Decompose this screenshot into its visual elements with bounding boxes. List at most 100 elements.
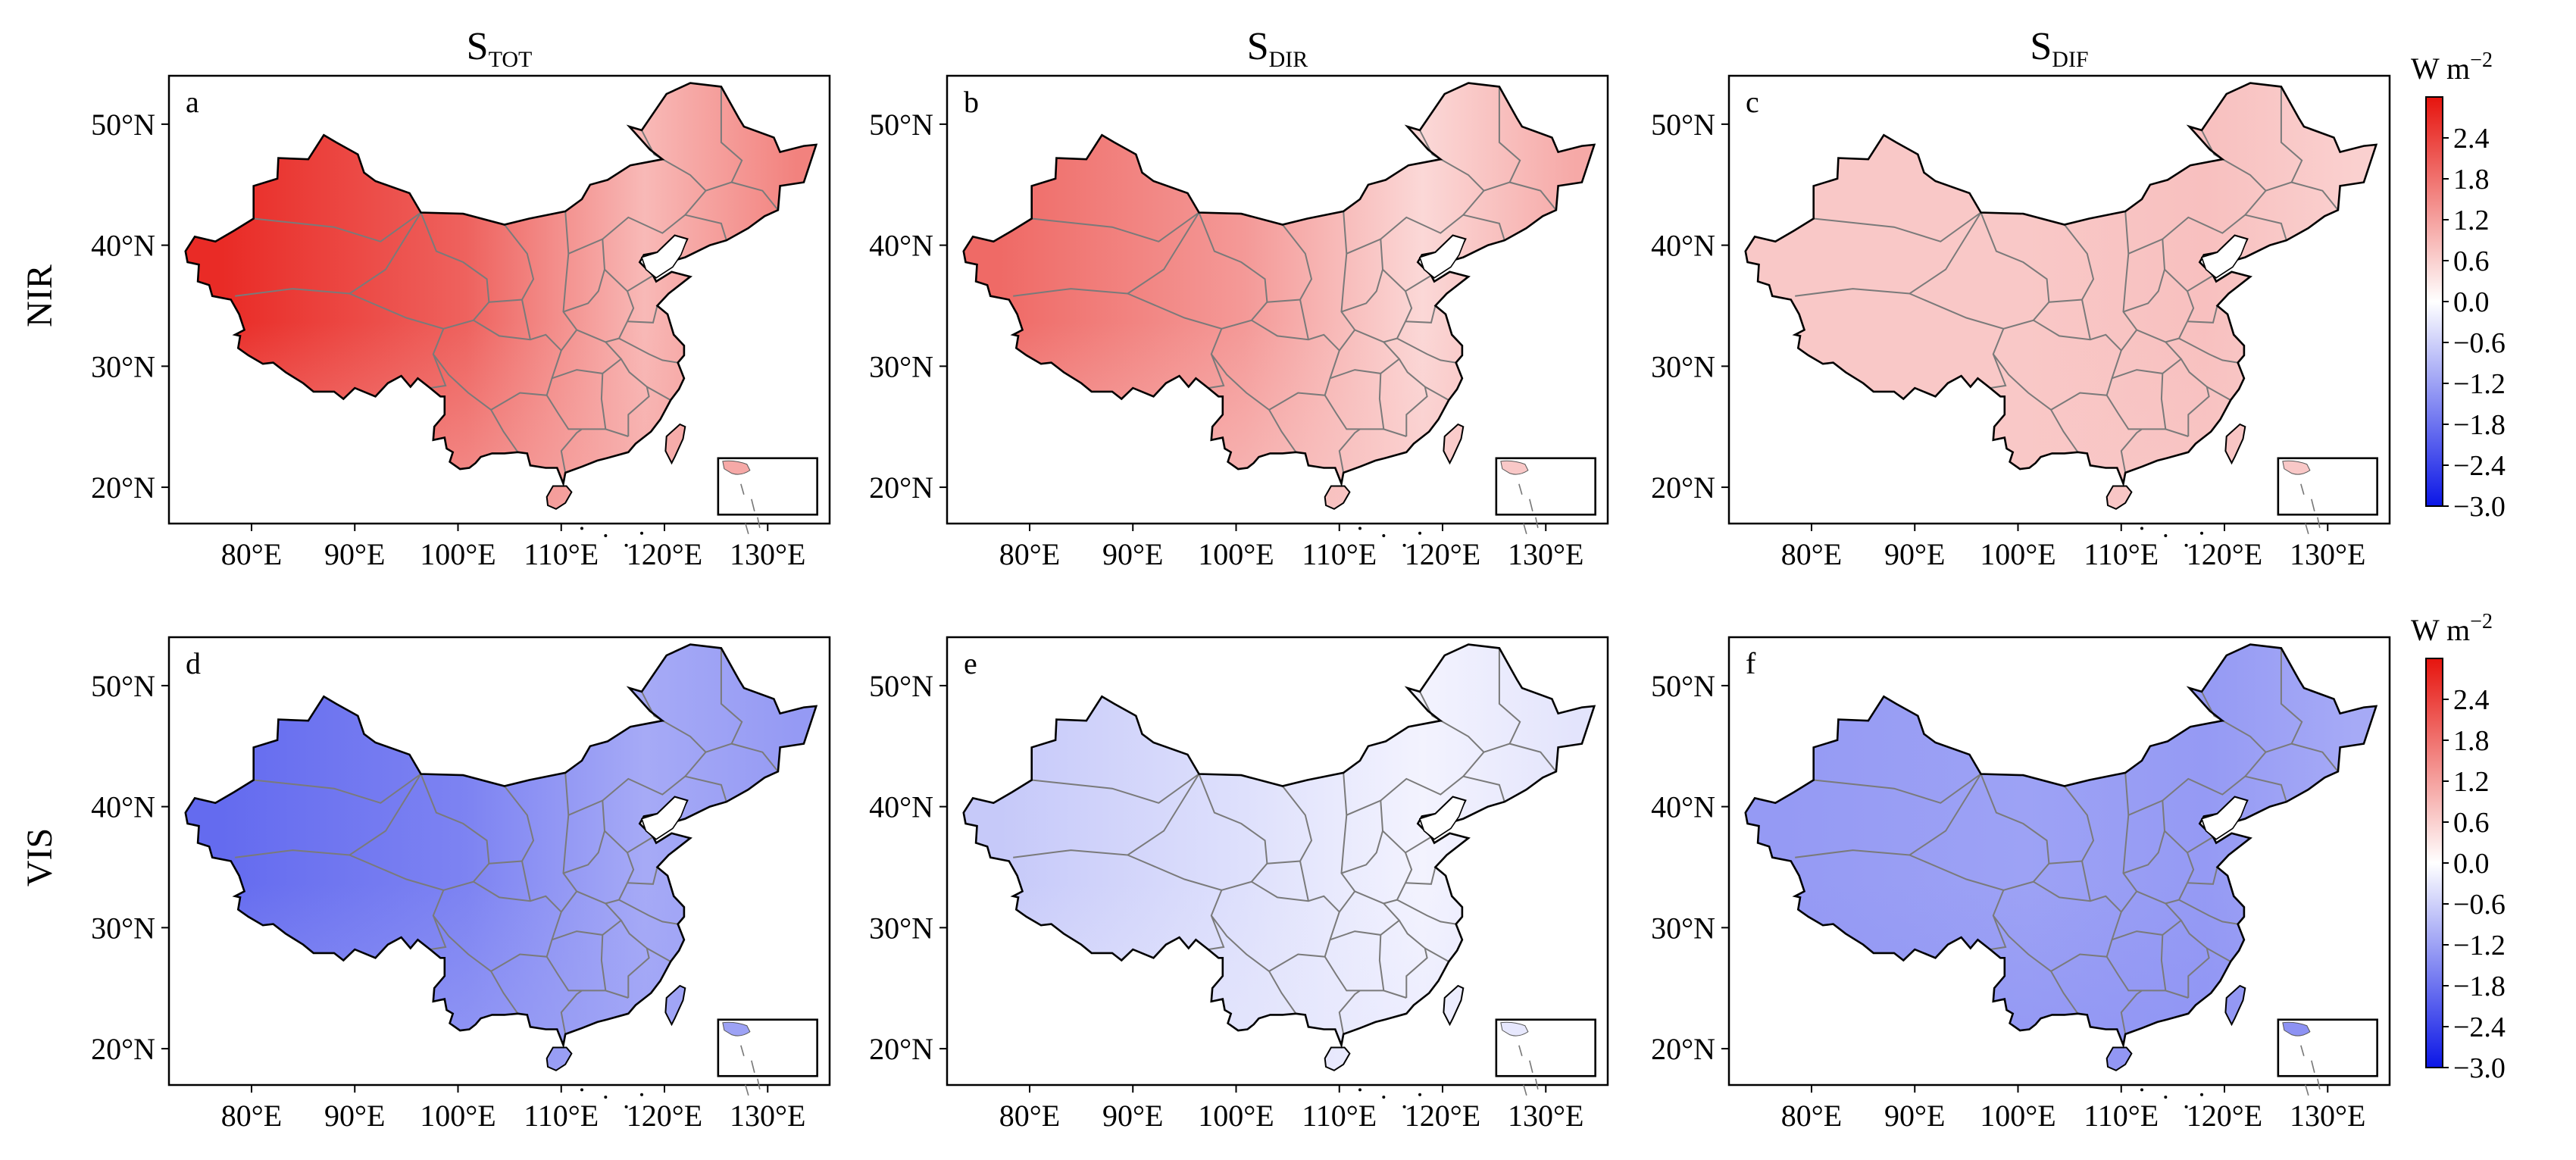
island-dot <box>1402 543 1406 547</box>
panel-letter: a <box>186 85 199 119</box>
province-border <box>720 648 743 745</box>
south-china-sea-inset <box>1495 1018 1596 1096</box>
province-border <box>1990 328 2007 389</box>
province-border <box>1396 899 1456 925</box>
province-border <box>433 353 519 453</box>
colorbar-unit-base: W m <box>2411 613 2470 647</box>
province-border <box>685 775 727 802</box>
province-border <box>490 953 629 999</box>
inset-coast <box>2282 460 2311 475</box>
province-border <box>618 899 678 925</box>
china-outline <box>184 82 818 487</box>
province-border <box>1405 305 1436 324</box>
colorbar-tick-label: −1.2 <box>2453 930 2506 961</box>
island-dot <box>2184 543 2188 547</box>
y-tick-label: 30°N <box>869 911 933 945</box>
x-tick-label: 80°E <box>999 537 1060 571</box>
x-tick-label: 120°E <box>2187 1099 2262 1133</box>
colorbar-tick-label: −0.6 <box>2453 889 2506 921</box>
island-dot <box>624 1105 628 1108</box>
y-tick-label: 50°N <box>869 108 933 142</box>
y-tick-label: 30°N <box>1651 911 1715 945</box>
province-border <box>720 86 743 183</box>
x-tick-label: 80°E <box>999 1099 1060 1133</box>
hainan-outline <box>2106 1046 2133 1071</box>
colorbar-tick-label: 0.0 <box>2453 286 2490 318</box>
island-dot <box>624 543 628 547</box>
province-border <box>1795 211 1982 297</box>
province-border <box>560 990 583 1035</box>
province-border <box>2178 337 2238 364</box>
map-panel-a: a 50°N 40°N 30°N 20°N 80°E 90°E 100°E 110°E 120°E… <box>91 74 831 571</box>
south-sea-islands <box>2140 1088 2204 1108</box>
province-border <box>2178 899 2238 925</box>
island-dot <box>604 1095 608 1099</box>
province-border <box>473 880 562 957</box>
colorbar-unit: W m−2 <box>2411 610 2493 647</box>
province-border <box>1268 392 1407 437</box>
y-tick-label: 50°N <box>1651 108 1715 142</box>
province-border <box>521 861 531 902</box>
x-tick-label: 110°E <box>524 537 599 571</box>
x-tick-label: 100°E <box>1198 537 1274 571</box>
colorbar-unit: W m−2 <box>2411 48 2493 86</box>
bohai-sea <box>2200 796 2249 840</box>
province-border <box>1338 428 1361 474</box>
colorbar-unit-exponent: −2 <box>2470 48 2493 72</box>
taiwan-outline <box>1443 423 1465 465</box>
province-border <box>1398 920 1428 998</box>
x-tick-label: 100°E <box>420 1099 496 1133</box>
province-borders <box>235 86 779 474</box>
inset-dashes <box>2300 1045 2321 1096</box>
province-border <box>1813 211 1982 242</box>
x-tick-label: 100°E <box>1980 1099 2055 1133</box>
province-border <box>2112 341 2183 380</box>
province-border <box>627 867 658 885</box>
province-border <box>2081 861 2091 902</box>
island-dot <box>1382 1095 1386 1099</box>
y-tick-label: 20°N <box>869 1032 933 1066</box>
x-tick-label: 130°E <box>1508 1099 1583 1133</box>
taiwan-outline <box>1443 984 1465 1027</box>
province-border <box>2050 953 2189 999</box>
x-tick-label: 100°E <box>1198 1099 1274 1133</box>
province-border <box>433 915 519 1015</box>
inset-coast <box>722 1021 751 1036</box>
colorbar-tick-label: −1.8 <box>2453 409 2506 441</box>
x-tick-label: 120°E <box>627 1099 702 1133</box>
province-border <box>2033 880 2122 957</box>
panel-letter: b <box>964 85 979 119</box>
province-border <box>1354 852 1413 905</box>
province-border <box>1483 743 1557 772</box>
china-outline <box>962 82 1596 487</box>
y-tick-label: 50°N <box>91 669 155 703</box>
province-border <box>1299 299 1309 340</box>
taiwan-outline <box>2224 423 2246 465</box>
province-border <box>685 214 727 241</box>
hainan-outline <box>1324 1046 1351 1071</box>
province-border <box>1378 373 1385 430</box>
panel-letter: d <box>186 646 201 680</box>
island-dot <box>640 1093 644 1096</box>
province-border <box>1424 947 1449 962</box>
island-dot <box>604 533 608 537</box>
province-border <box>1339 211 1356 352</box>
province-border <box>490 392 629 437</box>
x-tick-label: 130°E <box>730 537 805 571</box>
colorbar-tick-label: 1.2 <box>2453 205 2490 236</box>
province-border <box>618 337 678 364</box>
hainan-outline <box>546 485 573 510</box>
province-border <box>1338 990 1361 1035</box>
colorbar-tick-label: 1.8 <box>2453 725 2490 757</box>
x-tick-label: 130°E <box>2290 537 2365 571</box>
province-border <box>1909 212 2050 330</box>
province-border <box>2265 181 2339 211</box>
province-border <box>561 211 578 352</box>
bohai-sea <box>640 796 689 840</box>
inset-dashes <box>740 483 761 534</box>
x-tick-label: 110°E <box>2084 537 2159 571</box>
colorbar-tick-label: −0.6 <box>2453 327 2506 359</box>
column-title-2: SDIR <box>1247 25 1308 72</box>
colorbar-unit-exponent: −2 <box>2470 610 2493 633</box>
